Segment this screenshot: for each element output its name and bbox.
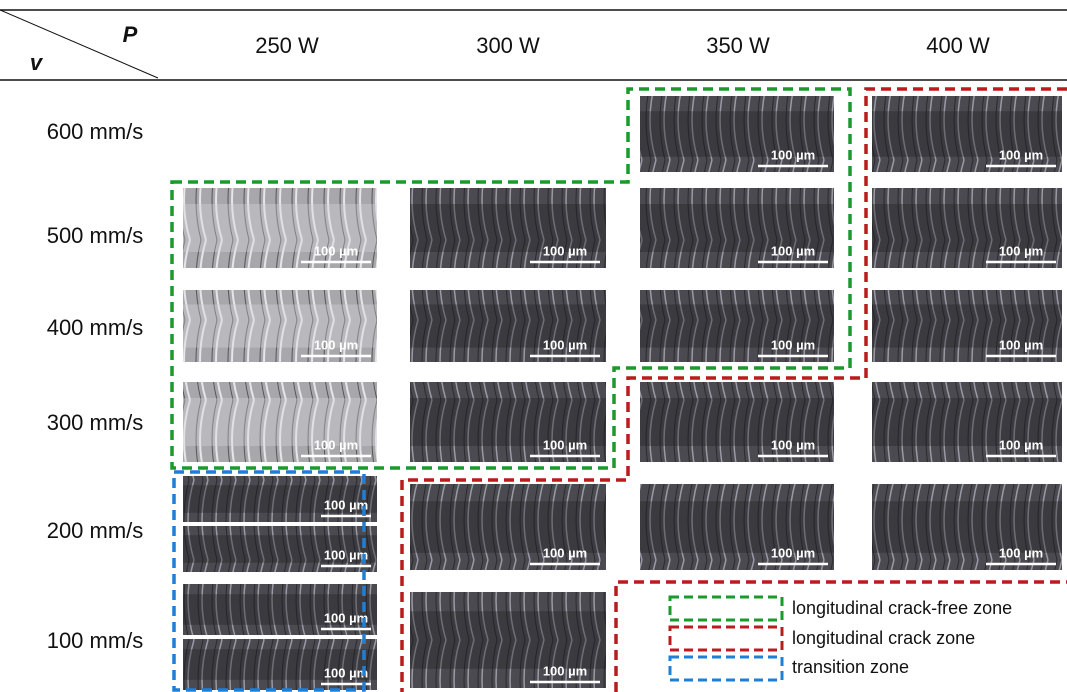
scale-bar-label: 100 µm xyxy=(999,437,1043,452)
scale-bar-label: 100 µm xyxy=(314,337,358,352)
scale-bar-label: 100 µm xyxy=(999,243,1043,258)
scale-bar-label: 100 µm xyxy=(324,610,368,625)
legend-label: longitudinal crack-free zone xyxy=(792,598,1012,618)
scale-bar-label: 100 µm xyxy=(543,243,587,258)
figure: P v 100 µm 100 µm 100 µm 100 µm 100 µm 100 µm… xyxy=(0,0,1067,692)
scale-bar-label: 100 µm xyxy=(543,337,587,352)
legend-swatch xyxy=(670,627,782,650)
row-label: 600 mm/s xyxy=(47,119,144,144)
column-header: 300 W xyxy=(476,33,540,58)
scale-bar-label: 100 µm xyxy=(314,437,358,452)
row-label: 400 mm/s xyxy=(47,315,144,340)
scale-bar-label: 100 µm xyxy=(314,243,358,258)
row-label: 300 mm/s xyxy=(47,410,144,435)
row-label: 100 mm/s xyxy=(47,628,144,653)
scale-bar-label: 100 µm xyxy=(771,147,815,162)
scale-bar-label: 100 µm xyxy=(543,663,587,678)
scale-bar-label: 100 µm xyxy=(771,545,815,560)
row-label: 500 mm/s xyxy=(47,223,144,248)
scale-bar-label: 100 µm xyxy=(324,497,368,512)
power-symbol: P xyxy=(123,22,138,47)
scale-bar-label: 100 µm xyxy=(771,437,815,452)
scale-bar-label: 100 µm xyxy=(771,243,815,258)
legend-swatch xyxy=(670,657,782,680)
column-header: 400 W xyxy=(926,33,990,58)
legend-label: longitudinal crack zone xyxy=(792,628,975,648)
scale-bar-label: 100 µm xyxy=(324,547,368,562)
speed-symbol: v xyxy=(30,50,44,75)
melt-track xyxy=(410,611,606,669)
scale-bar-label: 100 µm xyxy=(324,665,368,680)
scale-bar-label: 100 µm xyxy=(999,147,1043,162)
scale-bar-label: 100 µm xyxy=(543,437,587,452)
scale-bar-label: 100 µm xyxy=(771,337,815,352)
column-header: 250 W xyxy=(255,33,319,58)
scale-bar-label: 100 µm xyxy=(999,337,1043,352)
column-header: 350 W xyxy=(706,33,770,58)
legend-swatch xyxy=(670,597,782,620)
legend-label: transition zone xyxy=(792,657,909,677)
scale-bar-label: 100 µm xyxy=(543,545,587,560)
row-label: 200 mm/s xyxy=(47,518,144,543)
scale-bar-label: 100 µm xyxy=(999,545,1043,560)
